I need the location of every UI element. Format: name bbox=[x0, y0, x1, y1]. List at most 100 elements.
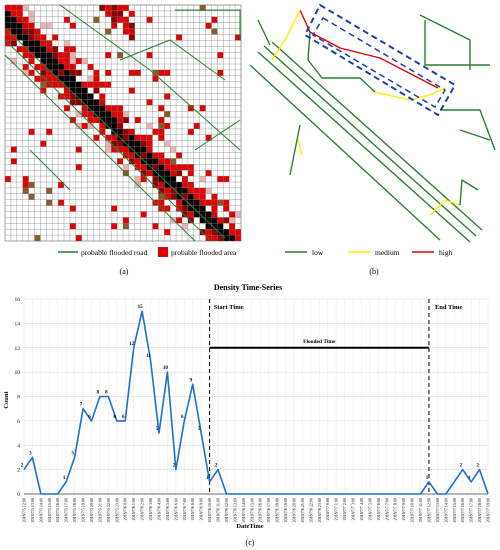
flooded-cell bbox=[140, 152, 147, 159]
flooded-cell bbox=[211, 193, 218, 200]
density-series-line bbox=[23, 310, 489, 495]
chart-title: Density Time-Series bbox=[214, 283, 282, 292]
flooded-cell bbox=[211, 235, 218, 241]
flooded-cell bbox=[211, 28, 218, 35]
flooded-cell bbox=[164, 123, 171, 129]
probable-flooded-road bbox=[194, 119, 241, 151]
x-tick-label: 2018/7/5 18:00 bbox=[72, 498, 77, 522]
road-medium bbox=[271, 9, 301, 61]
flooded-cell bbox=[5, 176, 11, 182]
flooded-cell bbox=[99, 5, 106, 11]
flooded-cell bbox=[69, 93, 76, 100]
flooded-cell bbox=[217, 223, 224, 230]
flooded-cell bbox=[10, 5, 17, 11]
flooded-cell bbox=[123, 128, 129, 135]
flooded-cell bbox=[40, 75, 47, 82]
flooded-cell bbox=[235, 34, 241, 41]
data-label: 11 bbox=[146, 354, 151, 359]
flooded-cell bbox=[46, 187, 53, 194]
flooded-cell bbox=[117, 10, 123, 17]
flooded-cell bbox=[22, 40, 29, 47]
flooded-cell bbox=[81, 105, 88, 112]
flooded-cell bbox=[128, 34, 135, 41]
flooded-cell bbox=[170, 146, 177, 153]
y-tick-label: 2 bbox=[17, 468, 20, 474]
flooded-cell bbox=[176, 187, 182, 194]
flooded-cell bbox=[5, 34, 11, 41]
flooded-cell bbox=[158, 187, 165, 194]
flooded-cell bbox=[123, 164, 129, 171]
flooded-cell bbox=[170, 182, 177, 188]
flooded-cell bbox=[22, 5, 29, 11]
flooded-cell bbox=[164, 182, 171, 188]
flooded-cell bbox=[93, 16, 100, 23]
flooded-cell bbox=[229, 217, 236, 224]
legend-label-medium: medium bbox=[375, 248, 400, 257]
flooded-cell bbox=[187, 211, 194, 218]
road-low bbox=[424, 20, 490, 66]
flooded-cell bbox=[158, 128, 165, 135]
flooded-cell bbox=[87, 81, 94, 88]
flooded-cell bbox=[69, 58, 76, 64]
y-tick-label: 0 bbox=[17, 492, 20, 498]
flooded-cell bbox=[111, 22, 118, 29]
x-tick-label: 2018/7/7 5:00 bbox=[367, 498, 372, 520]
flooded-cell bbox=[46, 75, 53, 82]
flooded-cell bbox=[111, 5, 118, 11]
flooded-cell bbox=[187, 217, 194, 224]
flooded-cell bbox=[93, 134, 100, 141]
flooded-cell bbox=[10, 40, 17, 47]
flooded-cell bbox=[182, 205, 188, 212]
flooded-cell bbox=[152, 223, 159, 230]
flooded-cell bbox=[117, 52, 123, 59]
flooded-cell bbox=[140, 146, 147, 153]
flooded-cell bbox=[87, 99, 94, 106]
flooded-cell bbox=[46, 46, 53, 53]
panel-c-caption: (c) bbox=[246, 538, 255, 547]
flooded-cell bbox=[69, 46, 76, 53]
flooded-cell bbox=[158, 170, 165, 177]
flooded-cell bbox=[34, 40, 41, 47]
flooded-cell bbox=[164, 193, 171, 200]
flooded-cell bbox=[146, 99, 153, 106]
flooded-cell bbox=[105, 28, 112, 35]
flooded-cell bbox=[128, 69, 135, 76]
x-tick-label: 2018/7/7 18:00 bbox=[477, 498, 482, 522]
flooded-cell bbox=[229, 229, 236, 236]
x-tick-label: 2018/7/5 14:00 bbox=[38, 498, 43, 522]
flooded-cell bbox=[93, 81, 100, 88]
flooded-cell bbox=[193, 199, 200, 206]
data-label: 1 bbox=[63, 476, 66, 481]
flooded-cell bbox=[99, 117, 106, 123]
x-tick-label: 2018/7/7 3:00 bbox=[351, 498, 356, 520]
flooded-cell bbox=[81, 111, 88, 118]
flooded-cell bbox=[40, 81, 47, 88]
flooded-cell bbox=[211, 205, 218, 212]
flooded-cell bbox=[81, 87, 88, 94]
flooded-cell bbox=[182, 164, 188, 171]
flooded-cell bbox=[75, 81, 82, 88]
flooded-cell bbox=[46, 64, 53, 70]
flooded-cell bbox=[128, 22, 135, 29]
flooded-cell bbox=[40, 64, 47, 70]
flooded-cell bbox=[46, 199, 53, 206]
flooded-cell bbox=[99, 93, 106, 100]
flooded-cell bbox=[176, 217, 182, 224]
data-label: 2 bbox=[459, 464, 462, 469]
flooded-cell bbox=[111, 123, 118, 129]
flooded-cell bbox=[46, 81, 53, 88]
flooded-cell bbox=[152, 128, 159, 135]
flooded-cell bbox=[69, 99, 76, 106]
flooded-cell bbox=[128, 134, 135, 141]
probable-flooded-road bbox=[29, 149, 71, 191]
flooded-cell bbox=[52, 46, 59, 53]
flooded-cell bbox=[223, 229, 230, 236]
x-tick-label: 2018/7/7 6:00 bbox=[376, 498, 381, 520]
x-tick-label: 2018/7/6 16:00 bbox=[258, 498, 263, 522]
end-time-label: End Time bbox=[435, 304, 463, 311]
flooded-cell bbox=[69, 87, 76, 94]
flooded-cell bbox=[164, 93, 171, 100]
flooded-cell bbox=[146, 52, 153, 59]
flooded-cell bbox=[22, 64, 29, 70]
flooded-cell bbox=[111, 223, 118, 230]
